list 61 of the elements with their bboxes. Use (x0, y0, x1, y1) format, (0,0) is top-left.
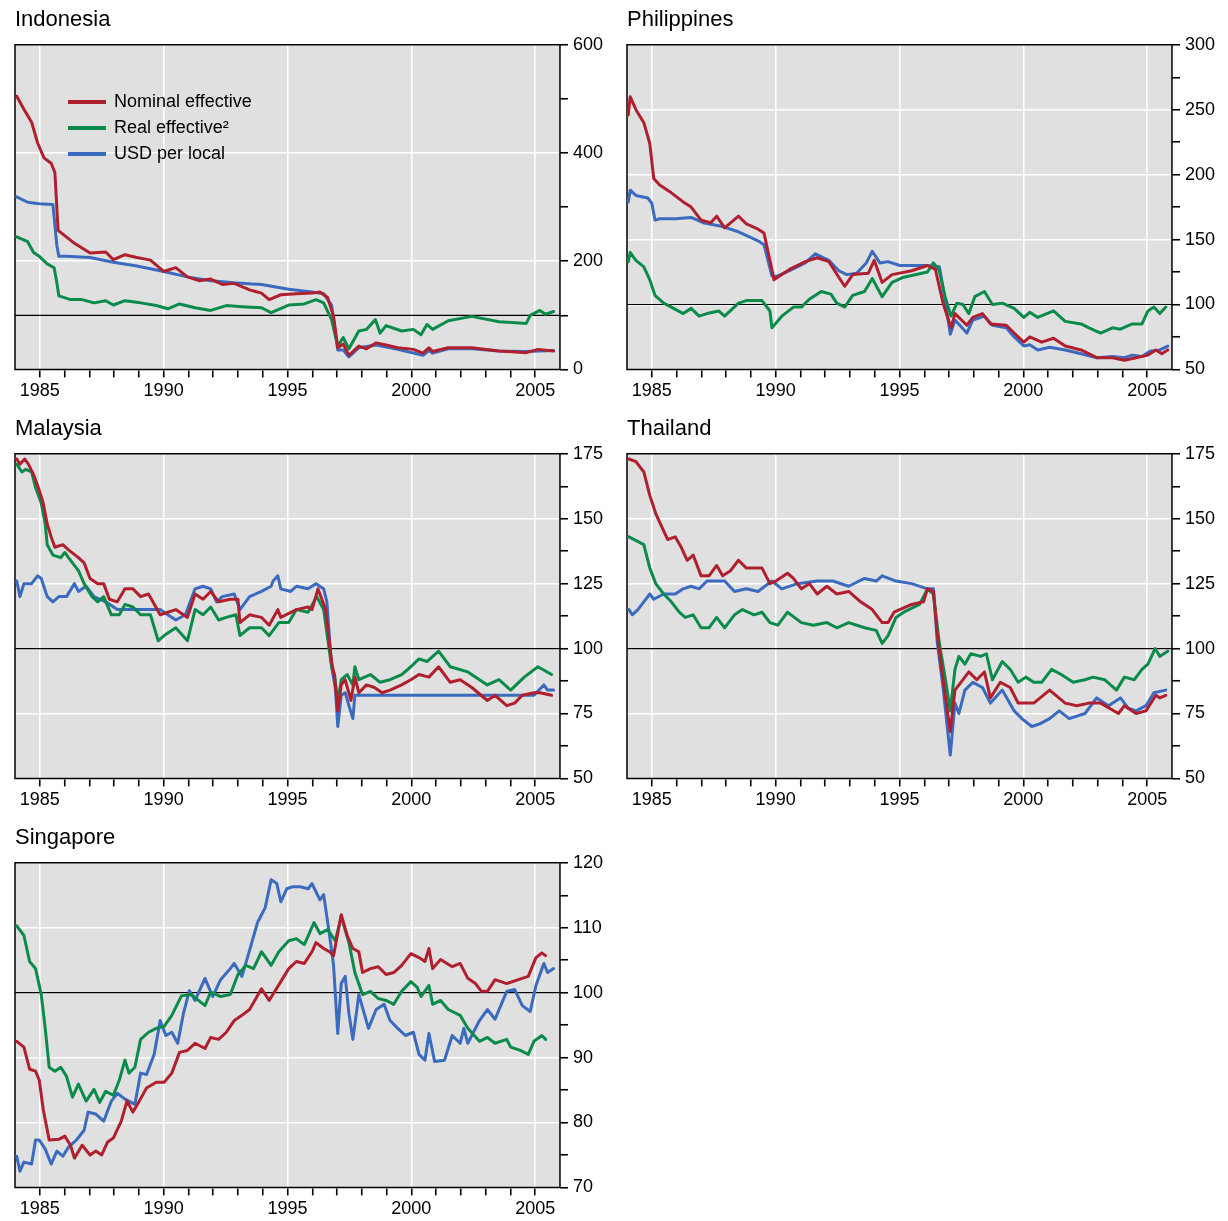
x-tick-label: 1995 (879, 789, 920, 810)
x-tick-label: 1985 (631, 789, 672, 810)
y-tick-label: 90 (572, 1046, 593, 1067)
x-tick-label: 2000 (391, 789, 432, 810)
x-tick-label: 1990 (755, 789, 796, 810)
x-tick-label: 1995 (879, 380, 920, 401)
y-tick-label: 400 (572, 141, 604, 162)
x-tick-label: 2000 (1003, 789, 1044, 810)
x-tick-label: 2005 (1127, 789, 1168, 810)
y-tick-label: 125 (572, 572, 604, 593)
x-tick-label: 2005 (515, 789, 556, 810)
x-tick-label: 2000 (1003, 380, 1044, 401)
y-tick-label: 75 (1184, 702, 1205, 723)
x-tick-label: 1990 (755, 380, 796, 401)
chart-title: Indonesia (15, 6, 111, 32)
x-tick-label: 2005 (515, 1198, 556, 1219)
x-tick-label: 2005 (515, 380, 556, 401)
y-tick-label: 100 (1184, 293, 1216, 314)
x-tick-label: 1985 (19, 789, 60, 810)
y-tick-label: 110 (572, 916, 602, 937)
y-tick-label: 175 (1184, 442, 1216, 463)
chart-title: Philippines (627, 6, 734, 32)
y-tick-label: 100 (572, 981, 604, 1002)
y-tick-label: 120 (572, 851, 604, 872)
chart-title: Singapore (15, 824, 116, 850)
y-tick-label: 75 (572, 702, 593, 723)
legend-label: Nominal effective (114, 91, 252, 113)
y-tick-label: 150 (572, 507, 604, 528)
chart-title: Thailand (627, 415, 712, 441)
x-tick-label: 2000 (391, 1198, 432, 1219)
y-tick-label: 150 (1184, 507, 1216, 528)
y-tick-label: 100 (1184, 637, 1216, 658)
y-tick-label: 200 (572, 250, 604, 271)
y-tick-label: 50 (572, 767, 593, 788)
x-tick-label: 1995 (267, 789, 308, 810)
x-tick-label: 1990 (143, 789, 184, 810)
x-tick-label: 2005 (1127, 380, 1168, 401)
legend-label: USD per local (114, 143, 226, 165)
x-tick-label: 2000 (391, 380, 432, 401)
y-tick-label: 0 (572, 358, 583, 379)
legend-label: Real effective² (114, 117, 229, 139)
y-tick-label: 200 (1184, 163, 1216, 184)
y-tick-label: 175 (572, 442, 604, 463)
x-tick-label: 1990 (143, 380, 184, 401)
y-tick-label: 50 (1184, 358, 1205, 379)
y-tick-label: 600 (572, 33, 604, 54)
chart-title: Malaysia (15, 415, 102, 441)
x-tick-label: 1985 (19, 380, 60, 401)
x-tick-label: 1995 (267, 380, 308, 401)
y-tick-label: 150 (1184, 228, 1216, 249)
y-tick-label: 250 (1184, 98, 1216, 119)
y-tick-label: 70 (572, 1176, 593, 1197)
x-tick-label: 1985 (19, 1198, 60, 1219)
x-tick-label: 1990 (143, 1198, 184, 1219)
y-tick-label: 80 (572, 1111, 593, 1132)
y-tick-label: 100 (572, 637, 604, 658)
x-tick-label: 1985 (631, 380, 672, 401)
y-tick-label: 300 (1184, 33, 1216, 54)
y-tick-label: 125 (1184, 572, 1216, 593)
y-tick-label: 50 (1184, 767, 1205, 788)
x-tick-label: 1995 (267, 1198, 308, 1219)
